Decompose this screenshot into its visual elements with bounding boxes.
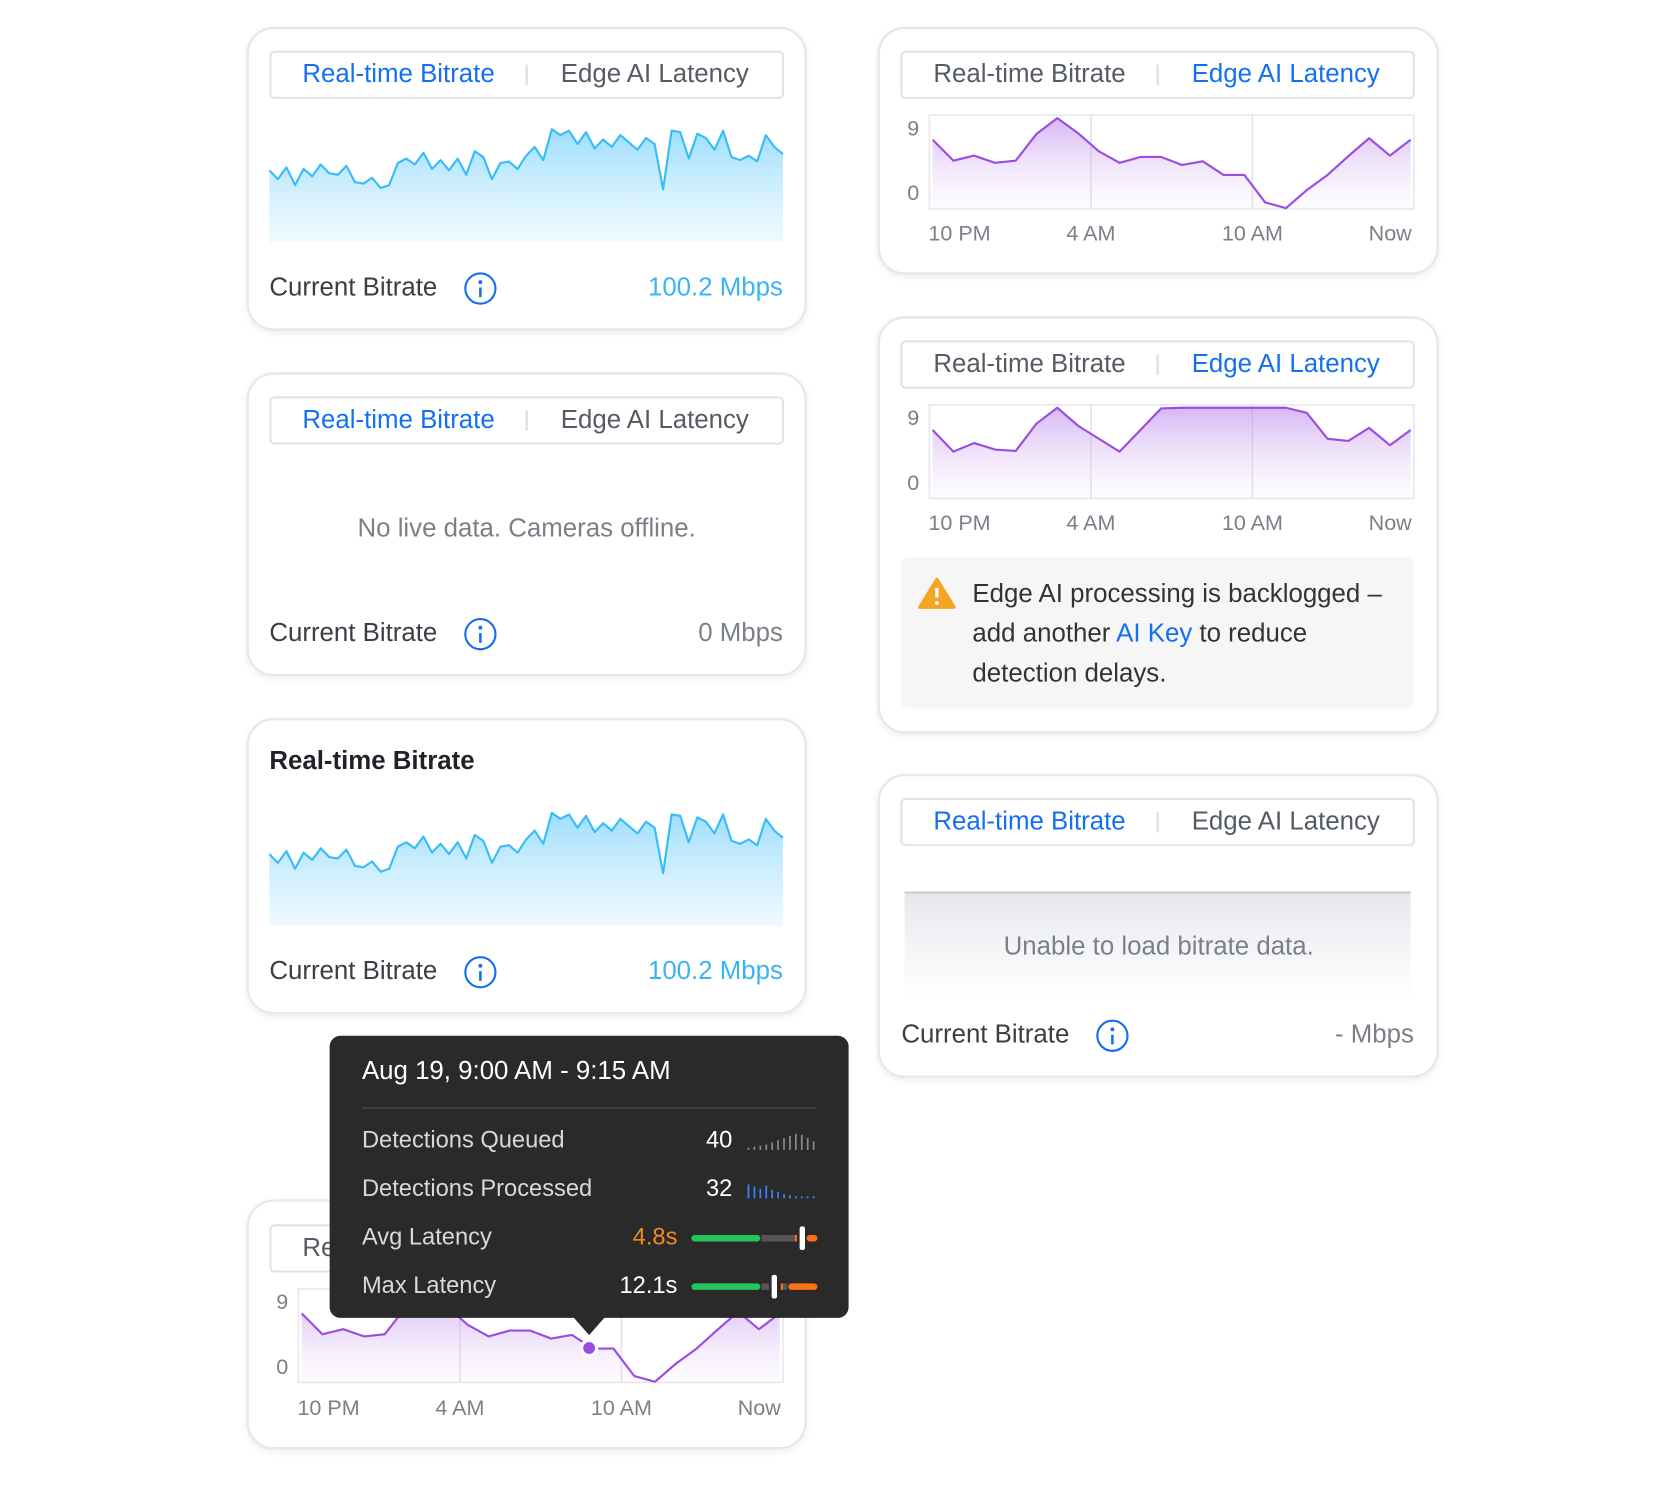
bitrate-area <box>269 812 783 926</box>
error-message: Unable to load bitrate data. <box>1004 932 1314 960</box>
info-icon-dot <box>478 280 483 285</box>
latency-line <box>931 117 1412 210</box>
tab[interactable]: Real-time Bitrate <box>302 406 494 434</box>
latency-line <box>931 406 1412 453</box>
x-tick-label: 10 AM <box>1222 221 1283 245</box>
tooltip-row-value: 12.1s <box>619 1273 677 1299</box>
tab[interactable]: Real-time Bitrate <box>933 60 1125 88</box>
x-tick-label: Now <box>1369 511 1413 535</box>
latency-line <box>300 1290 781 1383</box>
info-icon[interactable] <box>464 272 497 305</box>
warning-box <box>901 557 1414 709</box>
bitrate-line <box>268 811 784 875</box>
bitrate-line <box>268 128 784 191</box>
tab[interactable]: Edge AI Latency <box>561 406 749 434</box>
tooltip-row-value: 4.8s <box>633 1224 678 1250</box>
y-tick-label: 0 <box>907 181 919 205</box>
tooltip-row-label: Avg Latency <box>362 1224 492 1250</box>
x-tick-label: 10 PM <box>928 221 990 245</box>
footer-value: 100.2 Mbps <box>648 957 783 985</box>
meter-handle <box>799 1226 806 1251</box>
error-area <box>904 891 1411 1000</box>
x-tick-label: 4 AM <box>1066 511 1115 535</box>
x-tick-label: Now <box>738 1396 782 1420</box>
tooltip-row-value: 40 <box>706 1128 732 1154</box>
footer-value: 100.2 Mbps <box>648 273 783 301</box>
footer-label: Current Bitrate <box>269 957 437 985</box>
tab[interactable]: Real-time Bitrate <box>933 807 1125 835</box>
footer-label: Current Bitrate <box>901 1021 1069 1049</box>
warning-text-part: to reduce detection delays. <box>972 619 1308 689</box>
info-icon-dot <box>1110 1027 1115 1032</box>
tab[interactable]: Real-time Bitrate <box>933 350 1125 378</box>
card <box>246 372 807 677</box>
tab[interactable]: Edge AI Latency <box>1192 350 1380 378</box>
y-tick-label: 0 <box>907 471 919 495</box>
warning-text: Edge AI processing is backlogged – add a… <box>972 574 1403 694</box>
latency-area <box>932 407 1411 499</box>
footer-label: Current Bitrate <box>269 273 437 301</box>
info-icon[interactable] <box>1096 1019 1129 1052</box>
footer-value: 0 Mbps <box>698 619 783 647</box>
tab[interactable]: Edge AI Latency <box>1192 60 1380 88</box>
hover-dot <box>579 1338 599 1358</box>
latency-area <box>932 118 1411 209</box>
y-tick-label: 0 <box>276 1355 288 1379</box>
x-tick-label: 10 AM <box>591 1396 652 1420</box>
x-tick-label: 10 AM <box>1222 511 1283 535</box>
footer-label: Current Bitrate <box>269 619 437 647</box>
x-tick-label: 10 PM <box>928 511 990 535</box>
tooltip-row-label: Detections Queued <box>362 1128 565 1154</box>
tab[interactable]: Edge AI Latency <box>561 60 749 88</box>
tooltip <box>329 1035 849 1318</box>
warning-message: Edge AI processing is backlogged – add a… <box>972 574 1403 694</box>
y-tick-label: 9 <box>907 116 919 140</box>
warning-icon-dot <box>935 601 939 605</box>
tooltip-row-value: 32 <box>706 1176 732 1202</box>
tooltip-arrow <box>572 1316 606 1336</box>
x-tick-label: 4 AM <box>1066 221 1115 245</box>
tooltip-row-label: Max Latency <box>362 1273 496 1299</box>
x-tick-label: 4 AM <box>435 1396 484 1420</box>
y-tick-label: 9 <box>907 406 919 430</box>
tooltip-title: Aug 19, 9:00 AM - 9:15 AM <box>362 1057 671 1085</box>
tooltip-row-label: Detections Processed <box>362 1176 592 1202</box>
y-tick-label: 9 <box>276 1290 288 1314</box>
ai-key-link[interactable]: AI Key <box>1116 619 1193 649</box>
x-tick-label: Now <box>1369 221 1413 245</box>
tab[interactable]: Edge AI Latency <box>1192 807 1380 835</box>
tab[interactable]: Real-time Bitrate <box>302 60 494 88</box>
info-icon-dot <box>478 625 483 630</box>
bitrate-area <box>269 129 783 243</box>
warning-text-part: Edge AI processing is backlogged – add a… <box>972 579 1382 649</box>
footer-value: - Mbps <box>1335 1021 1414 1049</box>
info-icon[interactable] <box>464 618 497 651</box>
info-icon-dot <box>478 963 483 968</box>
card-title: Real-time Bitrate <box>269 747 474 775</box>
meter-handle <box>771 1274 778 1299</box>
empty-message: No live data. Cameras offline. <box>358 515 696 543</box>
info-icon[interactable] <box>464 956 497 989</box>
x-tick-label: 10 PM <box>297 1396 359 1420</box>
